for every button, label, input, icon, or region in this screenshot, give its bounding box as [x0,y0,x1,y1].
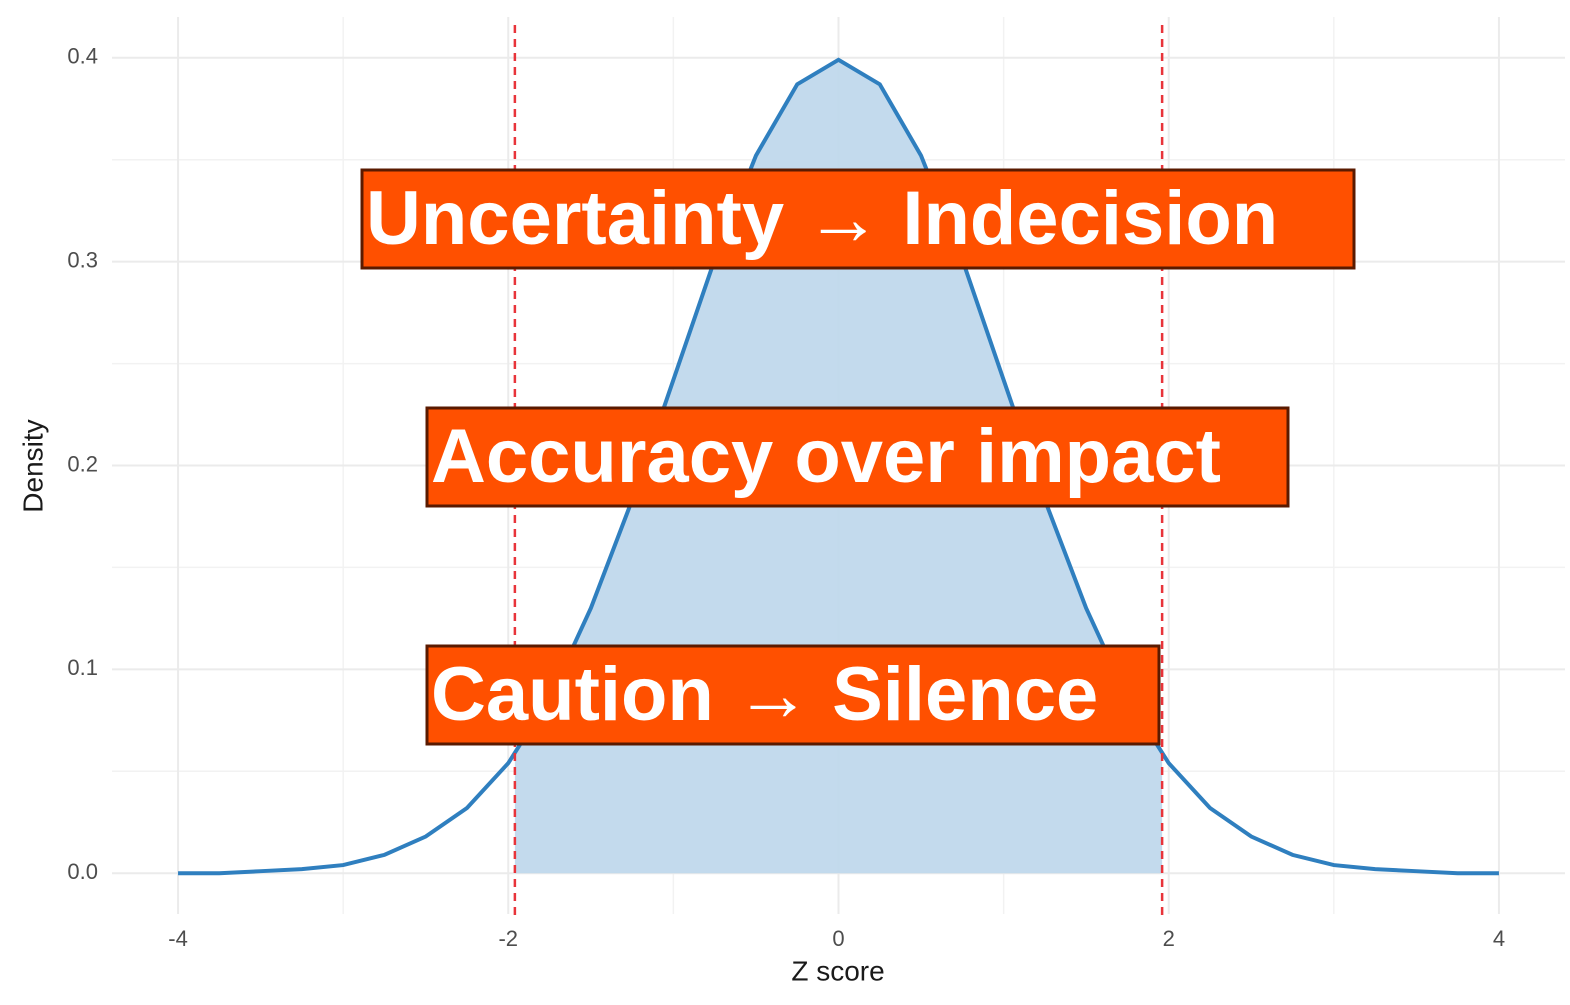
annotation-box [425,644,1161,746]
x-tick-label: 0 [832,926,844,951]
annotation-box [425,406,1290,508]
annotation: Uncertainty → Indecision [366,176,1278,261]
y-tick-label: 0.3 [67,247,98,272]
x-tick-label: -2 [498,926,518,951]
y-tick-label: 0.2 [67,451,98,476]
x-tick-label: 2 [1163,926,1175,951]
annotation: Caution → Silence [431,652,1098,737]
density-line [178,57,1499,876]
y-tick-label: 0.1 [67,655,98,680]
annotation-box [360,168,1356,270]
x-tick-label: 4 [1493,926,1505,951]
y-tick-label: 0.0 [67,859,98,884]
y-tick-label: 0.4 [67,44,98,69]
annotation: Accuracy over impact [431,414,1221,499]
x-tick-label: -4 [168,926,188,951]
y-axis-label: Density [17,419,48,512]
x-axis-label: Z score [791,955,884,986]
